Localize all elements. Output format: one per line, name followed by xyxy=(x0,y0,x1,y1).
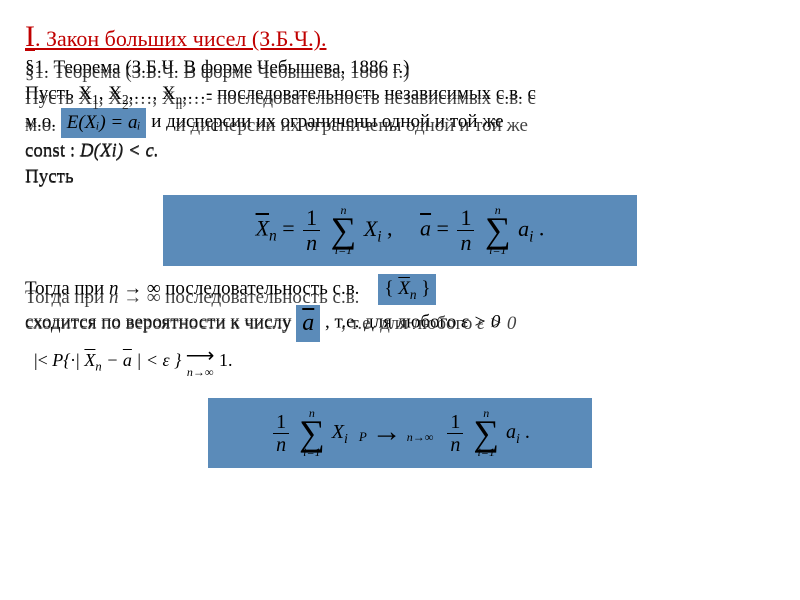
title-text: . Закон больших чисел (З.Б.Ч.). xyxy=(35,26,326,51)
convergence-line: |< P{·| Xn − a | < ε } ⟶n→∞ 1. xyxy=(25,346,775,378)
line-6: сходится по вероятности к числу a , т.е.… xyxy=(25,305,775,341)
line-3: const : D(Xi) < c. xyxy=(25,138,775,164)
content-layer-back: §1. Теорема (З.Б.Ч. В форме Чебышева, 18… xyxy=(25,55,775,474)
a-bar-highlight: a xyxy=(296,305,320,341)
title-roman: I xyxy=(25,20,35,53)
sequence-highlight: { Xn } xyxy=(378,274,436,306)
section-heading: §1. Теорема (З.Б.Ч. В форме Чебышева, 18… xyxy=(25,55,775,81)
line-1: Пусть X1, X2,…, Xn,…- последовательность… xyxy=(25,81,775,109)
line-5: Тогда при n → ∞ последовательность с.в. … xyxy=(25,274,775,306)
expectation-highlight: E(Xᵢ) = aᵢ xyxy=(61,108,147,138)
line-4: Пусть xyxy=(25,164,775,190)
line-2: м.о. E(Xᵢ) = aᵢ и дисперсии их ограничен… xyxy=(25,108,775,138)
page-title: I. Закон больших чисел (З.Б.Ч.). xyxy=(25,20,775,54)
formula-means: Xn = 1n n∑i=1 Xi , a = 1n n∑i=1 ai . xyxy=(163,195,637,265)
formula-convergence: 1n n∑i=1 Xi P → n→∞ 1n n∑i=1 ai . xyxy=(208,398,592,468)
